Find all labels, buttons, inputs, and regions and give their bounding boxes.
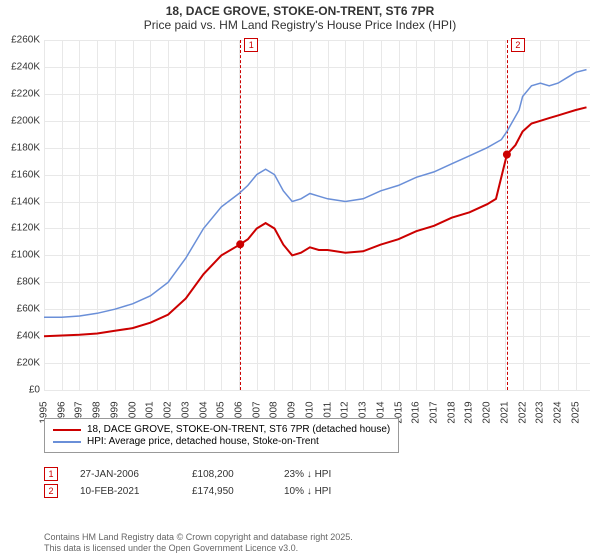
event-row-date: 10-FEB-2021	[80, 486, 170, 497]
y-axis-tick-label: £80K	[0, 277, 40, 288]
chart-container: 18, DACE GROVE, STOKE-ON-TRENT, ST6 7PR …	[0, 0, 600, 560]
y-axis-tick-label: £100K	[0, 250, 40, 261]
chart-plot-area: £0£20K£40K£60K£80K£100K£120K£140K£160K£1…	[44, 40, 590, 390]
x-axis-tick-label: 2023	[535, 401, 546, 423]
x-axis-tick-label: 2018	[446, 401, 457, 423]
event-row: 2 10-FEB-2021 £174,950 10% ↓ HPI	[44, 484, 384, 498]
event-marker-point	[236, 240, 244, 248]
gridline-horizontal	[44, 390, 590, 391]
legend-label: 18, DACE GROVE, STOKE-ON-TRENT, ST6 7PR …	[87, 424, 390, 435]
legend-row: 18, DACE GROVE, STOKE-ON-TRENT, ST6 7PR …	[53, 424, 390, 435]
legend-label: HPI: Average price, detached house, Stok…	[87, 436, 319, 447]
y-axis-tick-label: £160K	[0, 169, 40, 180]
y-axis-tick-label: £60K	[0, 304, 40, 315]
events-table: 1 27-JAN-2006 £108,200 23% ↓ HPI 2 10-FEB-202…	[44, 464, 384, 501]
y-axis-tick-label: £180K	[0, 142, 40, 153]
y-axis-tick-label: £260K	[0, 35, 40, 46]
legend-swatch	[53, 429, 81, 431]
x-axis-tick-label: 2024	[553, 401, 564, 423]
x-axis-tick-label: 2021	[499, 401, 510, 423]
x-axis-tick-label: 2022	[517, 401, 528, 423]
x-axis-tick-label: 2017	[429, 401, 440, 423]
event-row-delta: 10% ↓ HPI	[284, 486, 384, 497]
series-line-hpi	[44, 70, 587, 318]
x-axis-tick-label: 2020	[482, 401, 493, 423]
series-line-price_paid	[44, 107, 587, 336]
event-row-delta: 23% ↓ HPI	[284, 469, 384, 480]
legend: 18, DACE GROVE, STOKE-ON-TRENT, ST6 7PR …	[44, 418, 399, 453]
event-marker-point	[503, 151, 511, 159]
event-row-price: £174,950	[192, 486, 262, 497]
y-axis-tick-label: £40K	[0, 331, 40, 342]
legend-row: HPI: Average price, detached house, Stok…	[53, 436, 390, 447]
footer-line2: This data is licensed under the Open Gov…	[44, 543, 353, 554]
event-row-badge: 1	[44, 467, 58, 481]
chart-title-line1: 18, DACE GROVE, STOKE-ON-TRENT, ST6 7PR	[0, 0, 600, 18]
chart-title-line2: Price paid vs. HM Land Registry's House …	[0, 18, 600, 36]
event-row-date: 27-JAN-2006	[80, 469, 170, 480]
y-axis-tick-label: £240K	[0, 61, 40, 72]
x-axis-tick-label: 2016	[411, 401, 422, 423]
event-row: 1 27-JAN-2006 £108,200 23% ↓ HPI	[44, 467, 384, 481]
event-row-badge: 2	[44, 484, 58, 498]
y-axis-tick-label: £220K	[0, 88, 40, 99]
y-axis-tick-label: £0	[0, 385, 40, 396]
y-axis-tick-label: £120K	[0, 223, 40, 234]
event-row-price: £108,200	[192, 469, 262, 480]
y-axis-tick-label: £200K	[0, 115, 40, 126]
y-axis-tick-label: £20K	[0, 358, 40, 369]
legend-swatch	[53, 441, 81, 443]
x-axis-tick-label: 2025	[570, 401, 581, 423]
chart-svg	[44, 40, 590, 390]
y-axis-tick-label: £140K	[0, 196, 40, 207]
x-axis-tick-label: 2019	[464, 401, 475, 423]
footer-attribution: Contains HM Land Registry data © Crown c…	[44, 532, 353, 555]
footer-line1: Contains HM Land Registry data © Crown c…	[44, 532, 353, 543]
